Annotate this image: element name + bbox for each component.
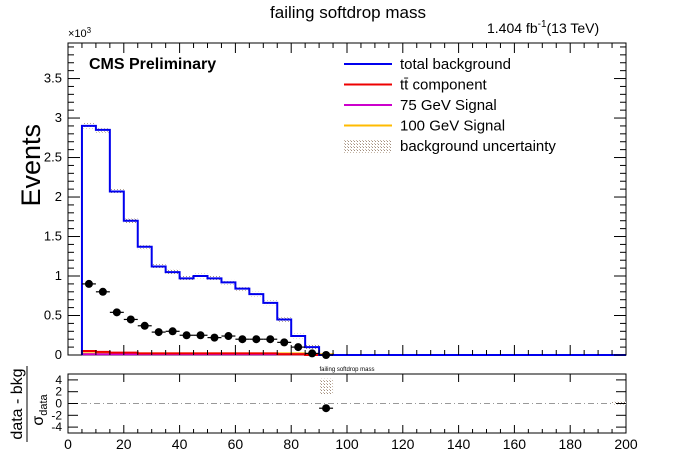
data-point xyxy=(123,315,138,324)
ratio-ylabel-denominator: σdata xyxy=(30,393,50,425)
data-point xyxy=(193,331,208,340)
y-axis-label: Events xyxy=(16,124,46,207)
main-plot-panel: 0 0.5 1 1.5 2 2.5 3 3.5 ×103 Events CMS Prelimi… xyxy=(16,26,627,362)
data-point xyxy=(165,327,180,336)
data-point xyxy=(81,279,96,288)
x-tick-label: 80 xyxy=(283,436,299,452)
y-tick-label: 0 xyxy=(55,347,62,362)
data-point xyxy=(305,349,320,358)
ratio-panel-title: failing softdrop mass xyxy=(319,367,374,373)
x-tick-label: 180 xyxy=(559,436,583,452)
y-tick-label: 2 xyxy=(55,189,62,204)
ratio-y-tick-label: -4 xyxy=(51,420,62,434)
data-point xyxy=(277,338,292,347)
cms-label: CMS Preliminary xyxy=(89,56,216,73)
x-tick-label: 60 xyxy=(228,436,244,452)
legend-entry: 100 GeV Signal xyxy=(344,118,505,135)
ratio-y-tick-label: -2 xyxy=(51,408,62,422)
y-axis-ticks: 0 0.5 1 1.5 2 2.5 3 3.5 xyxy=(44,46,626,362)
data-point xyxy=(137,321,152,330)
ratio-y-tick-label: 2 xyxy=(55,385,62,399)
lumi-exponent: -1 xyxy=(538,19,547,30)
legend-entry: 75 GeV Signal xyxy=(344,97,497,114)
legend-label: 100 GeV Signal xyxy=(400,118,505,135)
y-tick-label: 0.5 xyxy=(44,308,62,323)
legend-swatch-hatch xyxy=(344,139,392,153)
lumi-label: 1.404 fb-1(13 TeV) xyxy=(487,19,599,36)
data-point xyxy=(207,333,222,342)
chart-title: failing softdrop mass xyxy=(270,3,426,22)
x-tick-label: 200 xyxy=(614,436,638,452)
x-tick-label: 20 xyxy=(116,436,132,452)
x-tick-label: 0 xyxy=(64,436,72,452)
ratio-uncertainty-bands xyxy=(319,378,626,405)
data-point xyxy=(319,351,334,359)
lumi-energy: (13 TeV) xyxy=(547,20,600,36)
ratio-y-axis-label: data - bkg σdata xyxy=(9,366,50,442)
legend-entry: background uncertainty xyxy=(344,138,556,155)
y-multiplier: ×103 xyxy=(68,26,92,40)
x-axis-ticks xyxy=(67,43,627,355)
x-tick-label: 120 xyxy=(391,436,415,452)
data-point xyxy=(235,335,250,344)
ratio-data-points xyxy=(319,404,334,413)
legend-label: background uncertainty xyxy=(400,138,556,155)
x-tick-label: 100 xyxy=(335,436,359,452)
legend: total background tt̄ component 75 GeV Sign… xyxy=(344,56,556,155)
x-tick-label: 160 xyxy=(503,436,527,452)
x-tick-label: 40 xyxy=(172,436,188,452)
legend-entry: tt̄ component xyxy=(344,77,488,94)
ratio-x-axis-ticks: 0 20 40 60 80 100 120 140 160 180 200 xyxy=(64,374,638,452)
lumi-value: 1.404 fb xyxy=(487,20,538,36)
x-tick-label: 140 xyxy=(447,436,471,452)
legend-label: tt̄ component xyxy=(400,77,488,94)
ratio-y-tick-label: 0 xyxy=(55,397,62,411)
data-point xyxy=(95,287,110,296)
y-tick-label: 3.5 xyxy=(44,71,62,86)
data-point xyxy=(151,328,166,337)
histogram-total-background xyxy=(80,124,626,356)
legend-entry: total background xyxy=(344,56,511,73)
data-point xyxy=(179,331,194,340)
y-tick-label: 1.5 xyxy=(44,229,62,244)
data-point xyxy=(249,335,264,344)
ratio-uncertainty-bin xyxy=(319,378,334,395)
histograms xyxy=(80,124,626,356)
ratio-data-point xyxy=(319,404,334,413)
y-tick-label: 3 xyxy=(55,110,62,125)
data-point xyxy=(263,335,278,344)
main-plot-frame xyxy=(67,42,627,356)
y-tick-label: 1 xyxy=(55,268,62,283)
data-points xyxy=(81,279,334,359)
data-point xyxy=(109,308,124,317)
legend-label: total background xyxy=(400,56,511,73)
legend-label: 75 GeV Signal xyxy=(400,97,497,114)
data-point xyxy=(291,343,306,352)
y-tick-label: 2.5 xyxy=(44,150,62,165)
data-point xyxy=(221,332,236,341)
ratio-ylabel-numerator: data - bkg xyxy=(9,368,26,439)
ratio-y-tick-label: 4 xyxy=(55,373,62,387)
